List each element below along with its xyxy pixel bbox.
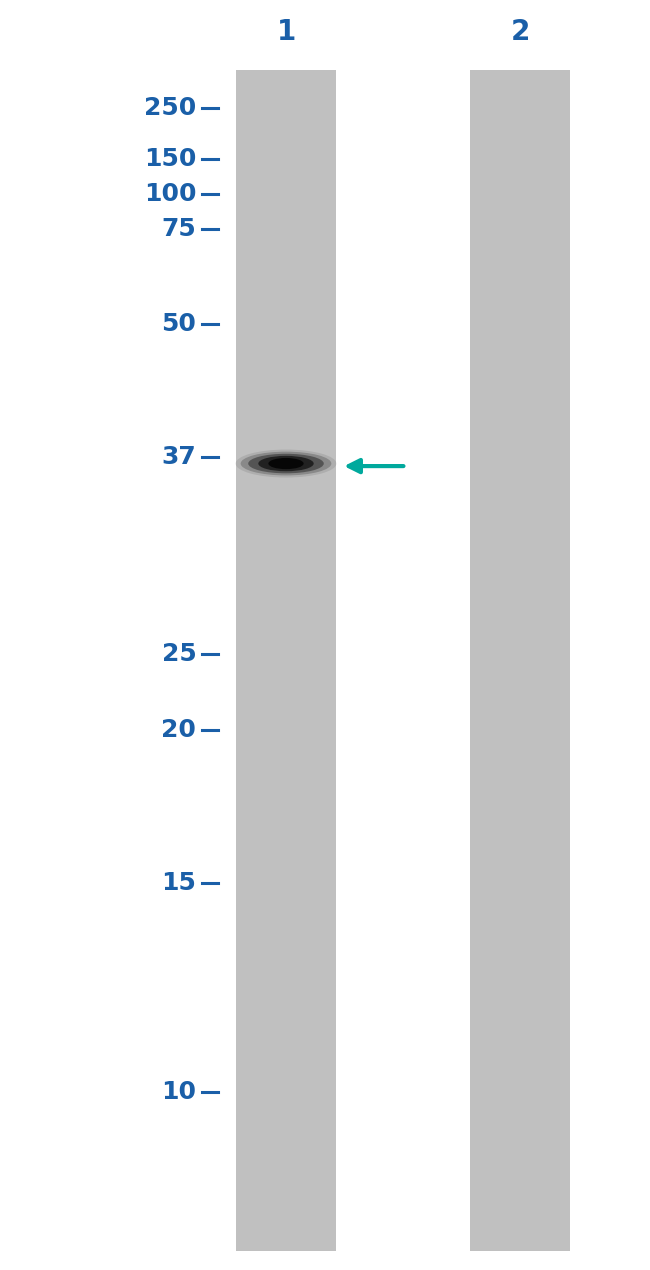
Text: 37: 37: [162, 446, 196, 469]
Text: 50: 50: [161, 312, 196, 335]
Text: 25: 25: [162, 643, 196, 665]
Ellipse shape: [240, 452, 332, 475]
Text: 150: 150: [144, 147, 196, 170]
Ellipse shape: [248, 453, 324, 474]
Text: 75: 75: [162, 217, 196, 240]
Text: 2: 2: [510, 18, 530, 46]
Text: 20: 20: [161, 719, 196, 742]
Text: 10: 10: [161, 1081, 196, 1104]
Ellipse shape: [258, 456, 314, 471]
Bar: [235, 70, 337, 1251]
Ellipse shape: [235, 450, 337, 478]
Text: 15: 15: [161, 871, 196, 894]
Ellipse shape: [268, 458, 304, 469]
Text: 250: 250: [144, 97, 196, 119]
Text: 100: 100: [144, 183, 196, 206]
Bar: [469, 70, 571, 1251]
Text: 1: 1: [276, 18, 296, 46]
